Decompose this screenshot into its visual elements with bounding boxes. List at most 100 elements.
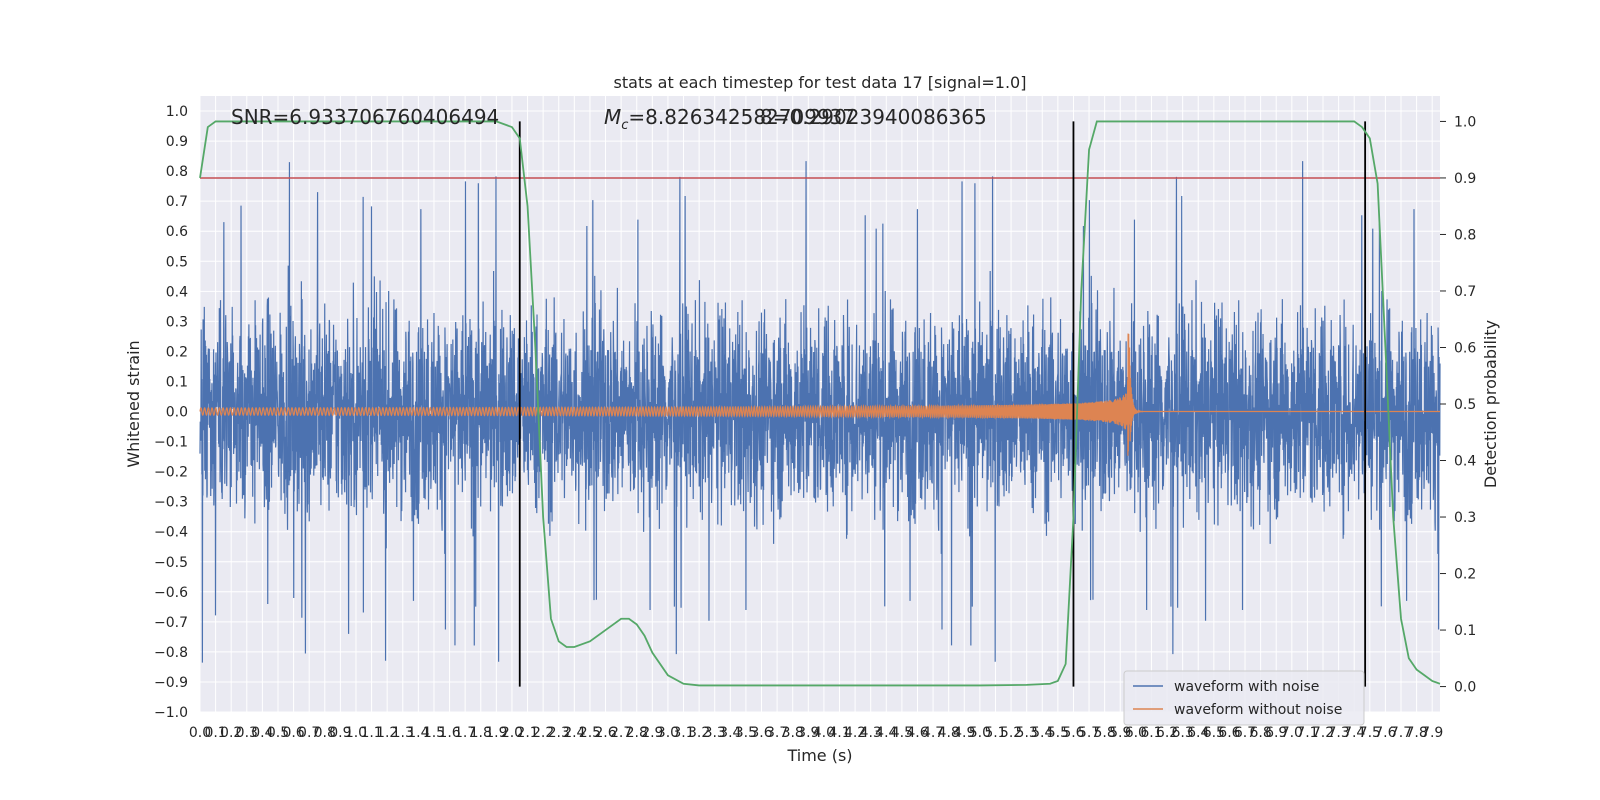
y-tick-label: −0.8 (154, 645, 188, 661)
y-tick-label: 0.1 (166, 374, 188, 390)
x-tick-label: 0.0 (189, 725, 211, 741)
x-tick-label: 0.4 (251, 725, 273, 741)
x-tick-label: 7.6 (1374, 725, 1396, 741)
x-tick-label: 7.2 (1312, 725, 1334, 741)
x-tick-label: 5.5 (1047, 725, 1069, 741)
legend-label-noise: waveform with noise (1174, 679, 1319, 695)
x-tick-label: 2.1 (516, 725, 538, 741)
x-tick-label: 2.6 (594, 725, 616, 741)
x-tick-label: 0.6 (282, 725, 304, 741)
y-tick-label: −0.9 (154, 675, 188, 691)
x-tick-label: 4.1 (828, 725, 850, 741)
y-tick-label: −0.7 (154, 615, 188, 631)
x-tick-label: 3.5 (735, 725, 757, 741)
x-tick-label: 5.8 (1094, 725, 1116, 741)
x-tick-label: 5.4 (1031, 725, 1053, 741)
x-axis-label: Time (s) (786, 746, 852, 765)
y-tick-labels: 1.0 0.9 0.8 0.7 0.6 0.5 0.4 0.3 0.2 0.1 0.0 −0.1 −0.… (154, 104, 188, 721)
x-tick-label: 6.6 (1218, 725, 1240, 741)
x-tick-label: 3.4 (719, 725, 741, 741)
noise-waveform-line (199, 161, 1441, 663)
y-tick-label: 0.9 (166, 134, 188, 150)
x-tick-label: 1.0 (345, 725, 367, 741)
overlays (199, 120, 1441, 687)
x-tick-label: 4.8 (938, 725, 960, 741)
waveform-with-noise-series (199, 161, 1441, 663)
x-tick-label: 1.6 (438, 725, 460, 741)
legend: waveform with noise waveform without noi… (1123, 670, 1365, 726)
y-tick-label: −0.1 (154, 435, 188, 451)
x-tick-label: 0.2 (220, 725, 242, 741)
chart-title: stats at each timestep for test data 17 … (614, 73, 1027, 92)
x-tick-label: 6.9 (1265, 725, 1287, 741)
y-tick-label: −0.2 (154, 465, 188, 481)
x-tick-label: 6.1 (1140, 725, 1162, 741)
y2-tick-label: 0.8 (1454, 227, 1476, 243)
legend-box (1123, 670, 1365, 726)
y-tick-label: 0.2 (166, 344, 188, 360)
x-tick-label: 6.2 (1156, 725, 1178, 741)
x-tick-label: 7.1 (1296, 725, 1318, 741)
x-tick-label: 0.7 (298, 725, 320, 741)
x-tick-label: 7.9 (1421, 725, 1443, 741)
x-tick-labels: 0.00.10.20.30.40.50.60.70.80.91.01.11.21… (189, 725, 1443, 741)
x-tick-label: 2.0 (501, 725, 523, 741)
x-tick-label: 1.7 (454, 725, 476, 741)
x-tick-label: 3.9 (797, 725, 819, 741)
x-tick-label: 2.7 (610, 725, 632, 741)
x-tick-label: 1.8 (470, 725, 492, 741)
x-tick-label: 0.9 (329, 725, 351, 741)
y-tick-label: 0.7 (166, 194, 188, 210)
snr-annotation: SNR=6.933706760406494 (231, 105, 499, 129)
y2-tick-label: 1.0 (1454, 114, 1476, 130)
y2-tick-label: 0.1 (1454, 623, 1476, 639)
x-tick-label: 0.3 (236, 725, 258, 741)
clean-waveform-line (199, 333, 1440, 456)
x-tick-label: 3.8 (782, 725, 804, 741)
x-tick-label: 2.2 (532, 725, 554, 741)
x-tick-label: 5.9 (1109, 725, 1131, 741)
x-tick-label: 2.5 (579, 725, 601, 741)
y2-tick-labels: 1.0 0.9 0.8 0.7 0.6 0.5 0.4 0.3 0.2 0.1 0.0 (1440, 114, 1476, 696)
x-tick-label: 3.0 (657, 725, 679, 741)
y-tick-label: 0.0 (166, 405, 188, 421)
x-tick-label: 4.3 (860, 725, 882, 741)
x-tick-label: 5.7 (1078, 725, 1100, 741)
y2-tick-label: 0.9 (1454, 171, 1476, 187)
y-tick-label: −0.5 (154, 555, 188, 571)
x-tick-label: 3.1 (672, 725, 694, 741)
x-tick-label: 1.1 (360, 725, 382, 741)
x-tick-label: 5.3 (1016, 725, 1038, 741)
x-tick-label: 3.7 (766, 725, 788, 741)
x-tick-label: 7.7 (1390, 725, 1412, 741)
x-tick-label: 5.6 (1062, 725, 1084, 741)
y-tick-label: 1.0 (166, 104, 188, 120)
x-tick-label: 4.2 (844, 725, 866, 741)
x-tick-label: 0.5 (267, 725, 289, 741)
x-tick-label: 4.4 (875, 725, 897, 741)
x-tick-label: 7.0 (1281, 725, 1303, 741)
y-tick-label: 0.8 (166, 164, 188, 180)
y2-tick-label: 0.6 (1454, 340, 1476, 356)
x-tick-label: 4.6 (906, 725, 928, 741)
x-tick-label: 2.9 (641, 725, 663, 741)
y-tick-label: −0.6 (154, 585, 188, 601)
x-tick-label: 0.1 (204, 725, 226, 741)
x-tick-label: 2.3 (548, 725, 570, 741)
y-tick-label: 0.4 (166, 284, 188, 300)
mc-annotation: Mc=8.826342582709937 (604, 105, 855, 133)
y-tick-label: 0.6 (166, 224, 188, 240)
x-tick-label: 6.7 (1234, 725, 1256, 741)
x-tick-label: 1.2 (376, 725, 398, 741)
x-tick-label: 6.5 (1203, 725, 1225, 741)
x-tick-label: 2.4 (563, 725, 585, 741)
legend-label-clean: waveform without noise (1174, 702, 1342, 718)
y-tick-label: −1.0 (154, 705, 188, 721)
x-tick-label: 3.6 (750, 725, 772, 741)
x-tick-label: 4.0 (813, 725, 835, 741)
x-tick-label: 1.3 (392, 725, 414, 741)
y2-tick-label: 0.0 (1454, 680, 1476, 696)
y2-tick-label: 0.5 (1454, 397, 1476, 413)
x-tick-label: 6.0 (1125, 725, 1147, 741)
x-tick-label: 6.8 (1249, 725, 1271, 741)
